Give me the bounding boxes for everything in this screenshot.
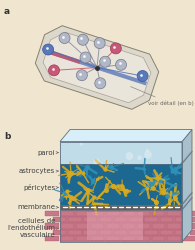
Bar: [91, 224, 104, 228]
Bar: [60, 205, 182, 210]
Bar: [183, 224, 195, 228]
Bar: [183, 210, 195, 216]
Bar: [137, 210, 150, 216]
Bar: [114, 230, 127, 235]
Text: voir détail (en b): voir détail (en b): [131, 86, 194, 106]
Polygon shape: [47, 50, 81, 64]
Polygon shape: [182, 197, 192, 210]
Bar: [60, 142, 182, 242]
Bar: [137, 224, 150, 228]
Bar: [114, 217, 127, 222]
Bar: [106, 224, 120, 228]
Text: cellules de
l'endothélium
vasculaire: cellules de l'endothélium vasculaire: [7, 218, 58, 238]
Bar: [175, 217, 188, 222]
Bar: [68, 217, 82, 222]
Bar: [91, 210, 104, 216]
Circle shape: [110, 43, 121, 54]
Bar: [152, 210, 165, 216]
Polygon shape: [182, 151, 192, 164]
Circle shape: [146, 149, 149, 152]
Bar: [76, 236, 89, 242]
Bar: [167, 236, 181, 242]
Text: b: b: [4, 132, 10, 140]
Bar: [183, 236, 195, 242]
Bar: [160, 217, 173, 222]
Bar: [121, 210, 135, 216]
Circle shape: [100, 56, 111, 67]
Bar: [87, 212, 143, 240]
Bar: [175, 230, 188, 235]
Circle shape: [43, 44, 54, 55]
Circle shape: [95, 78, 106, 89]
Circle shape: [144, 151, 152, 159]
Polygon shape: [182, 130, 192, 242]
Bar: [45, 236, 59, 242]
Bar: [45, 224, 59, 228]
Text: paroi: paroi: [37, 150, 58, 156]
Polygon shape: [47, 50, 147, 86]
Bar: [106, 210, 120, 216]
Bar: [60, 236, 74, 242]
Bar: [129, 217, 143, 222]
Bar: [68, 230, 82, 235]
Bar: [152, 236, 165, 242]
Bar: [53, 217, 66, 222]
Bar: [190, 217, 195, 222]
Circle shape: [59, 32, 70, 44]
Bar: [83, 230, 97, 235]
Bar: [121, 236, 135, 242]
Circle shape: [115, 59, 127, 70]
Bar: [60, 142, 182, 164]
Circle shape: [94, 38, 105, 49]
Bar: [53, 230, 66, 235]
Polygon shape: [182, 192, 192, 205]
Circle shape: [80, 142, 83, 146]
Circle shape: [137, 70, 148, 82]
Bar: [60, 224, 74, 228]
Bar: [45, 210, 59, 216]
Text: péricytes: péricytes: [23, 184, 58, 191]
Circle shape: [93, 158, 100, 165]
Bar: [137, 236, 150, 242]
Bar: [167, 224, 181, 228]
Bar: [129, 230, 143, 235]
Circle shape: [49, 65, 59, 76]
Bar: [60, 210, 182, 242]
Bar: [99, 217, 112, 222]
Bar: [167, 210, 181, 216]
Circle shape: [125, 152, 133, 160]
Bar: [121, 224, 135, 228]
Text: a: a: [4, 8, 10, 16]
Bar: [83, 217, 97, 222]
Text: astrocytes: astrocytes: [19, 168, 58, 174]
Polygon shape: [43, 32, 151, 103]
Bar: [60, 164, 182, 205]
Text: membrane: membrane: [17, 204, 58, 210]
Polygon shape: [60, 130, 192, 141]
Circle shape: [80, 52, 91, 63]
Circle shape: [77, 34, 88, 45]
Circle shape: [76, 70, 87, 81]
Bar: [190, 230, 195, 235]
Bar: [160, 230, 173, 235]
Bar: [152, 224, 165, 228]
Bar: [144, 230, 158, 235]
Bar: [91, 236, 104, 242]
Bar: [99, 230, 112, 235]
Bar: [60, 210, 74, 216]
Circle shape: [137, 155, 142, 160]
Polygon shape: [35, 26, 159, 109]
Bar: [106, 236, 120, 242]
Bar: [76, 224, 89, 228]
Bar: [76, 210, 89, 216]
Bar: [144, 217, 158, 222]
